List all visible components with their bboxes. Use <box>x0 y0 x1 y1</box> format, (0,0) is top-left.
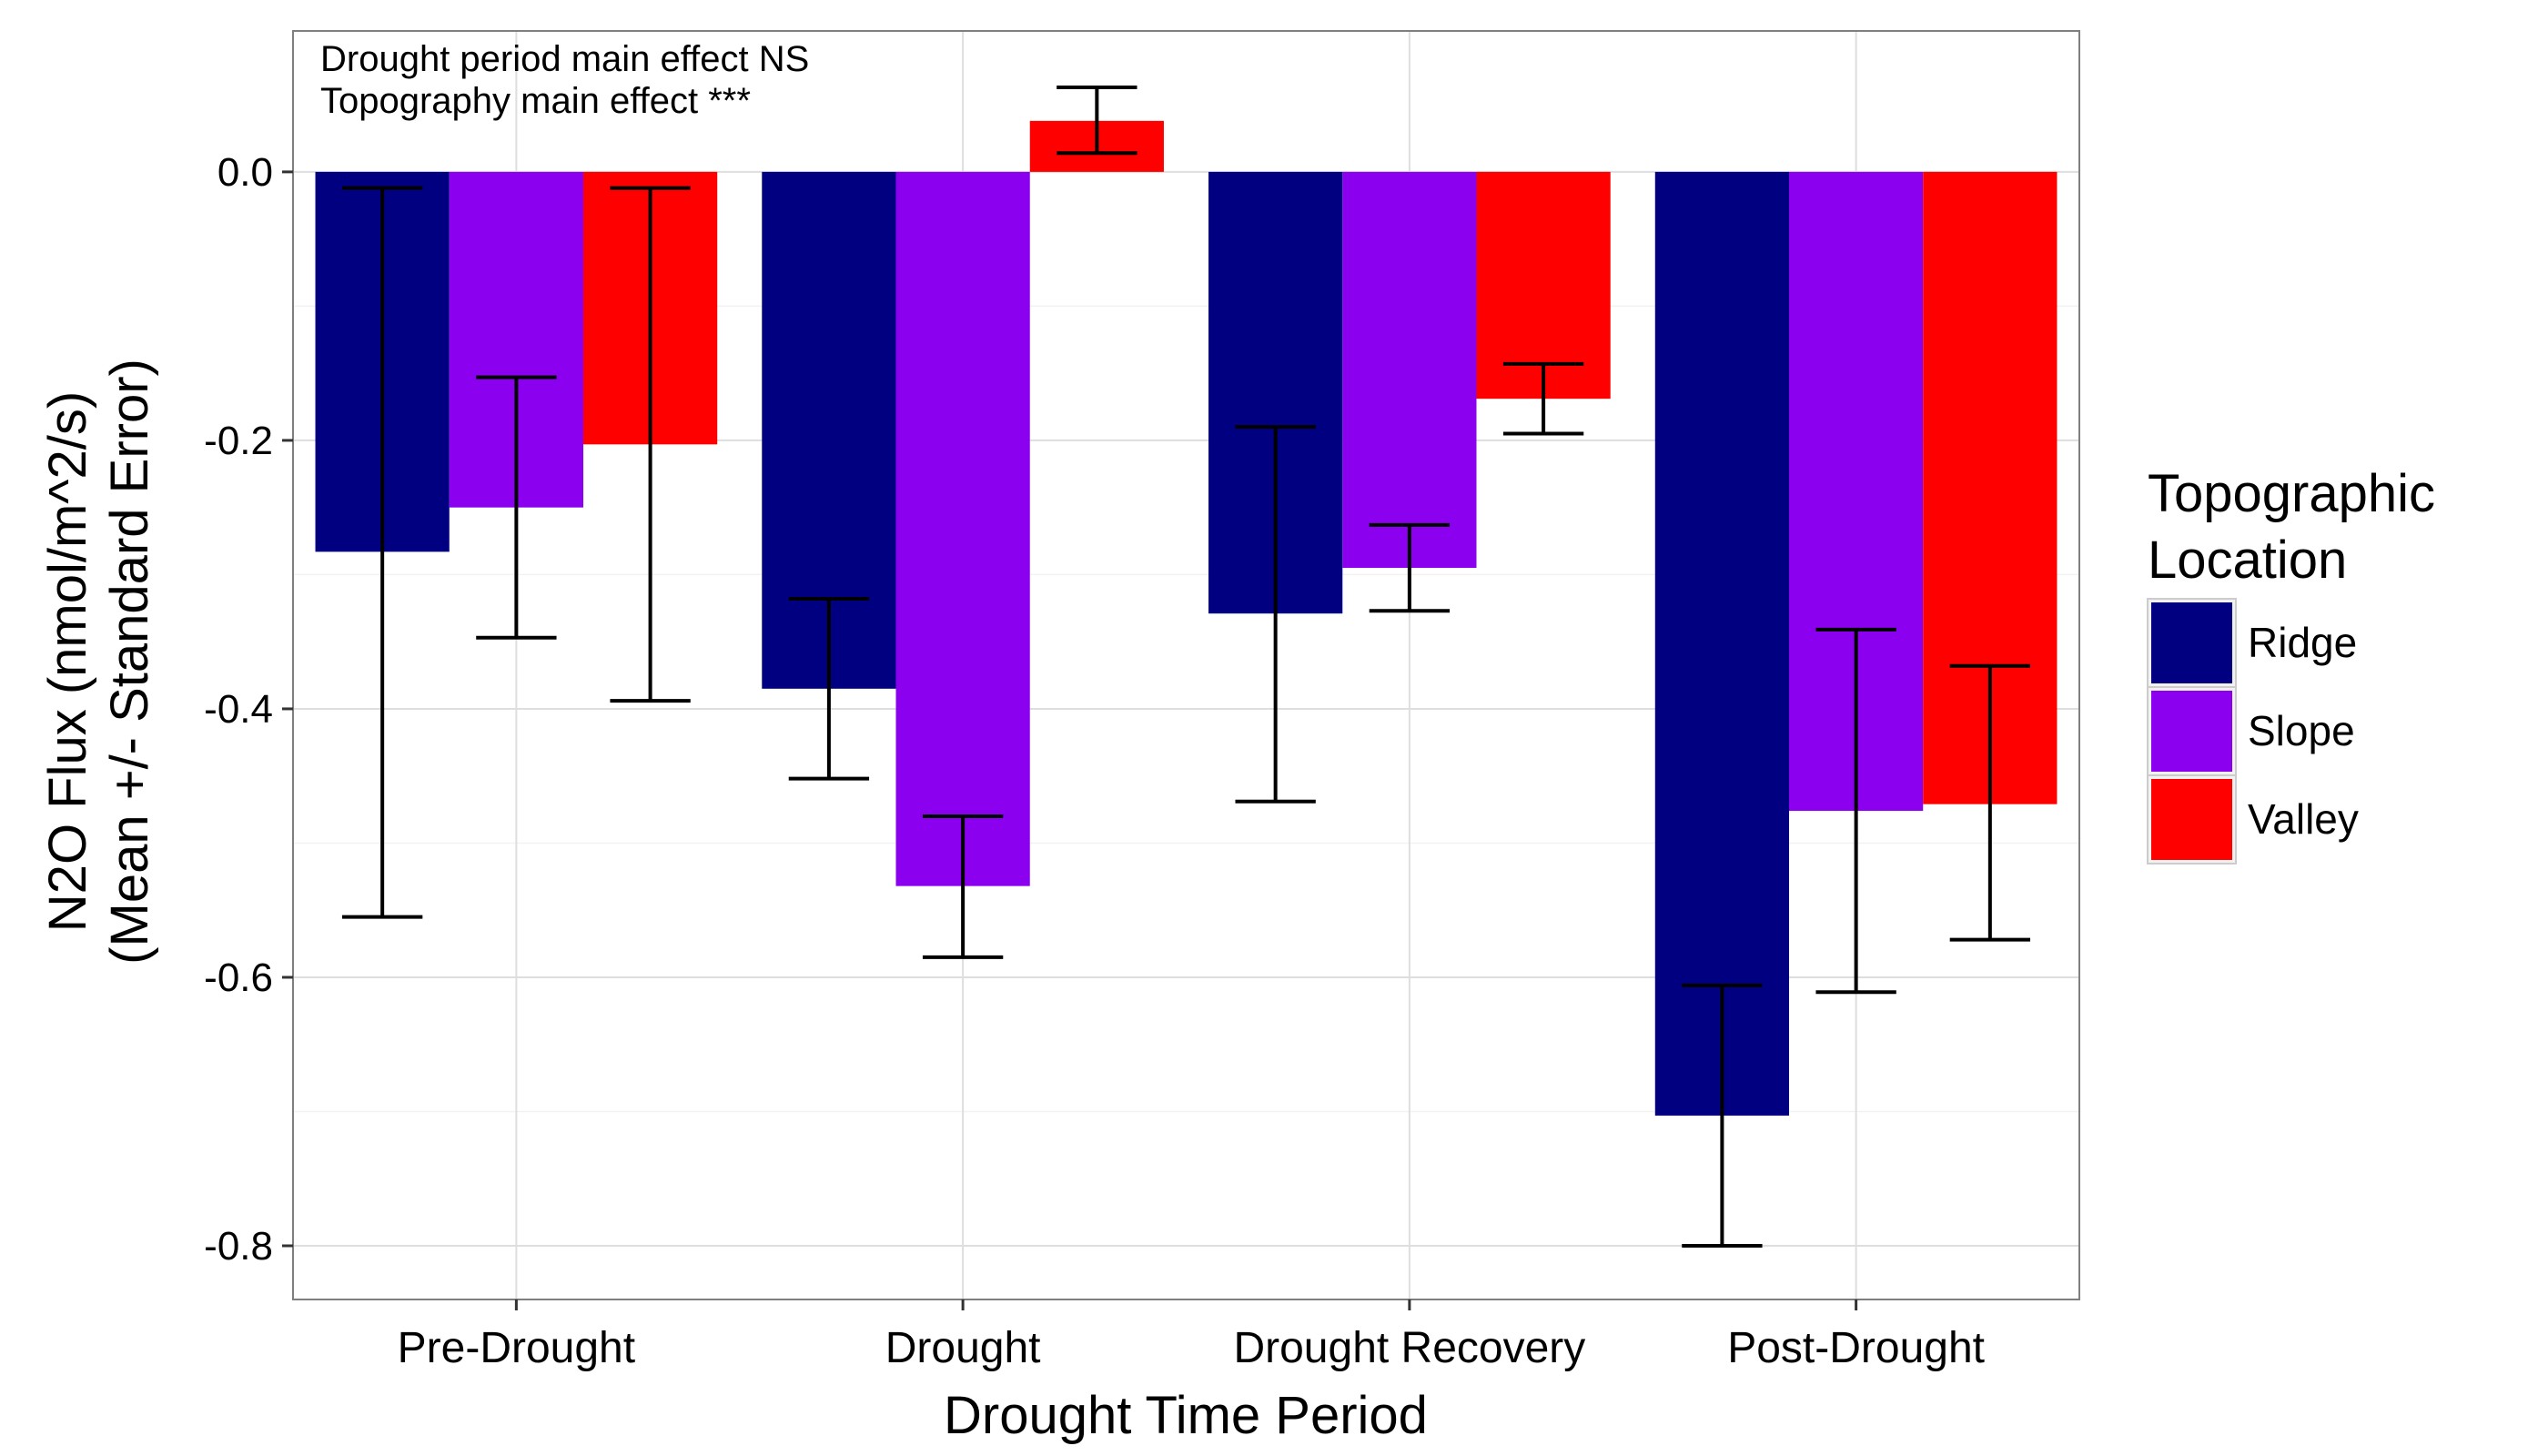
y-tick-label: -0.8 <box>204 1224 273 1269</box>
legend-swatch-ridge <box>2151 602 2232 683</box>
y-axis-title-line-1: N2O Flux (nmol/m^2/s) <box>38 391 97 932</box>
y-tick-label: -0.4 <box>204 687 273 732</box>
bars <box>315 120 2058 1116</box>
error-bar-slope-pre-drought <box>476 375 557 640</box>
error-bar-valley-drought <box>1057 85 1138 156</box>
y-axis-title-line-2: (Mean +/- Standard Error) <box>100 359 159 965</box>
axis-ticks: 0.0 -0.2 -0.4 -0.6 -0.8 Pre-Drought Drought Dro… <box>204 150 1985 1372</box>
annotation-topography-effect: Topography main effect *** <box>320 81 751 121</box>
x-tick-label-drought: Drought <box>885 1324 1041 1372</box>
legend-title-line-1: Topographic <box>2148 464 2435 523</box>
x-axis-title: Drought Time Period <box>944 1386 1428 1445</box>
legend-swatch-slope <box>2151 691 2232 772</box>
bar-ridge-post-drought <box>1654 171 1790 1116</box>
x-tick-label-post-drought: Post-Drought <box>1727 1324 1985 1372</box>
error-bar-valley-pre-drought <box>610 186 691 703</box>
error-bar-slope-post-drought <box>1815 627 1896 995</box>
error-bar-slope-drought-recovery <box>1369 522 1451 613</box>
error-bar-ridge-drought <box>788 596 870 781</box>
error-bars <box>341 85 2031 1248</box>
x-tick-label-pre-drought: Pre-Drought <box>398 1324 635 1372</box>
plot-panel-border <box>292 30 2080 1300</box>
y-tick-label: -0.6 <box>204 956 273 1000</box>
legend-title-line-2: Location <box>2148 531 2347 590</box>
legend-keys: Ridge Slope Valley <box>2147 598 2359 864</box>
bar-slope-drought-recovery <box>1342 171 1477 569</box>
error-bar-ridge-post-drought <box>1682 983 1763 1248</box>
y-tick-label: 0.0 <box>217 150 273 195</box>
error-bar-ridge-pre-drought <box>341 186 423 919</box>
y-tick-label: -0.2 <box>204 419 273 463</box>
legend-label-slope: Slope <box>2248 707 2355 754</box>
error-bar-valley-drought-recovery <box>1502 361 1584 436</box>
bar-valley-drought-recovery <box>1476 171 1611 399</box>
x-tick-label-drought-recovery: Drought Recovery <box>1233 1324 1585 1372</box>
legend: Topographic Location Ridge Slope Valley <box>2147 464 2435 864</box>
annotation-drought-effect: Drought period main effect NS <box>320 39 809 79</box>
bar-slope-drought <box>895 171 1030 886</box>
error-bar-slope-drought <box>922 814 1004 959</box>
error-bar-ridge-drought-recovery <box>1235 425 1316 804</box>
error-bar-valley-post-drought <box>1949 663 2031 942</box>
legend-label-ridge: Ridge <box>2248 619 2357 666</box>
legend-swatch-valley <box>2151 779 2232 860</box>
legend-label-valley: Valley <box>2248 795 2359 843</box>
